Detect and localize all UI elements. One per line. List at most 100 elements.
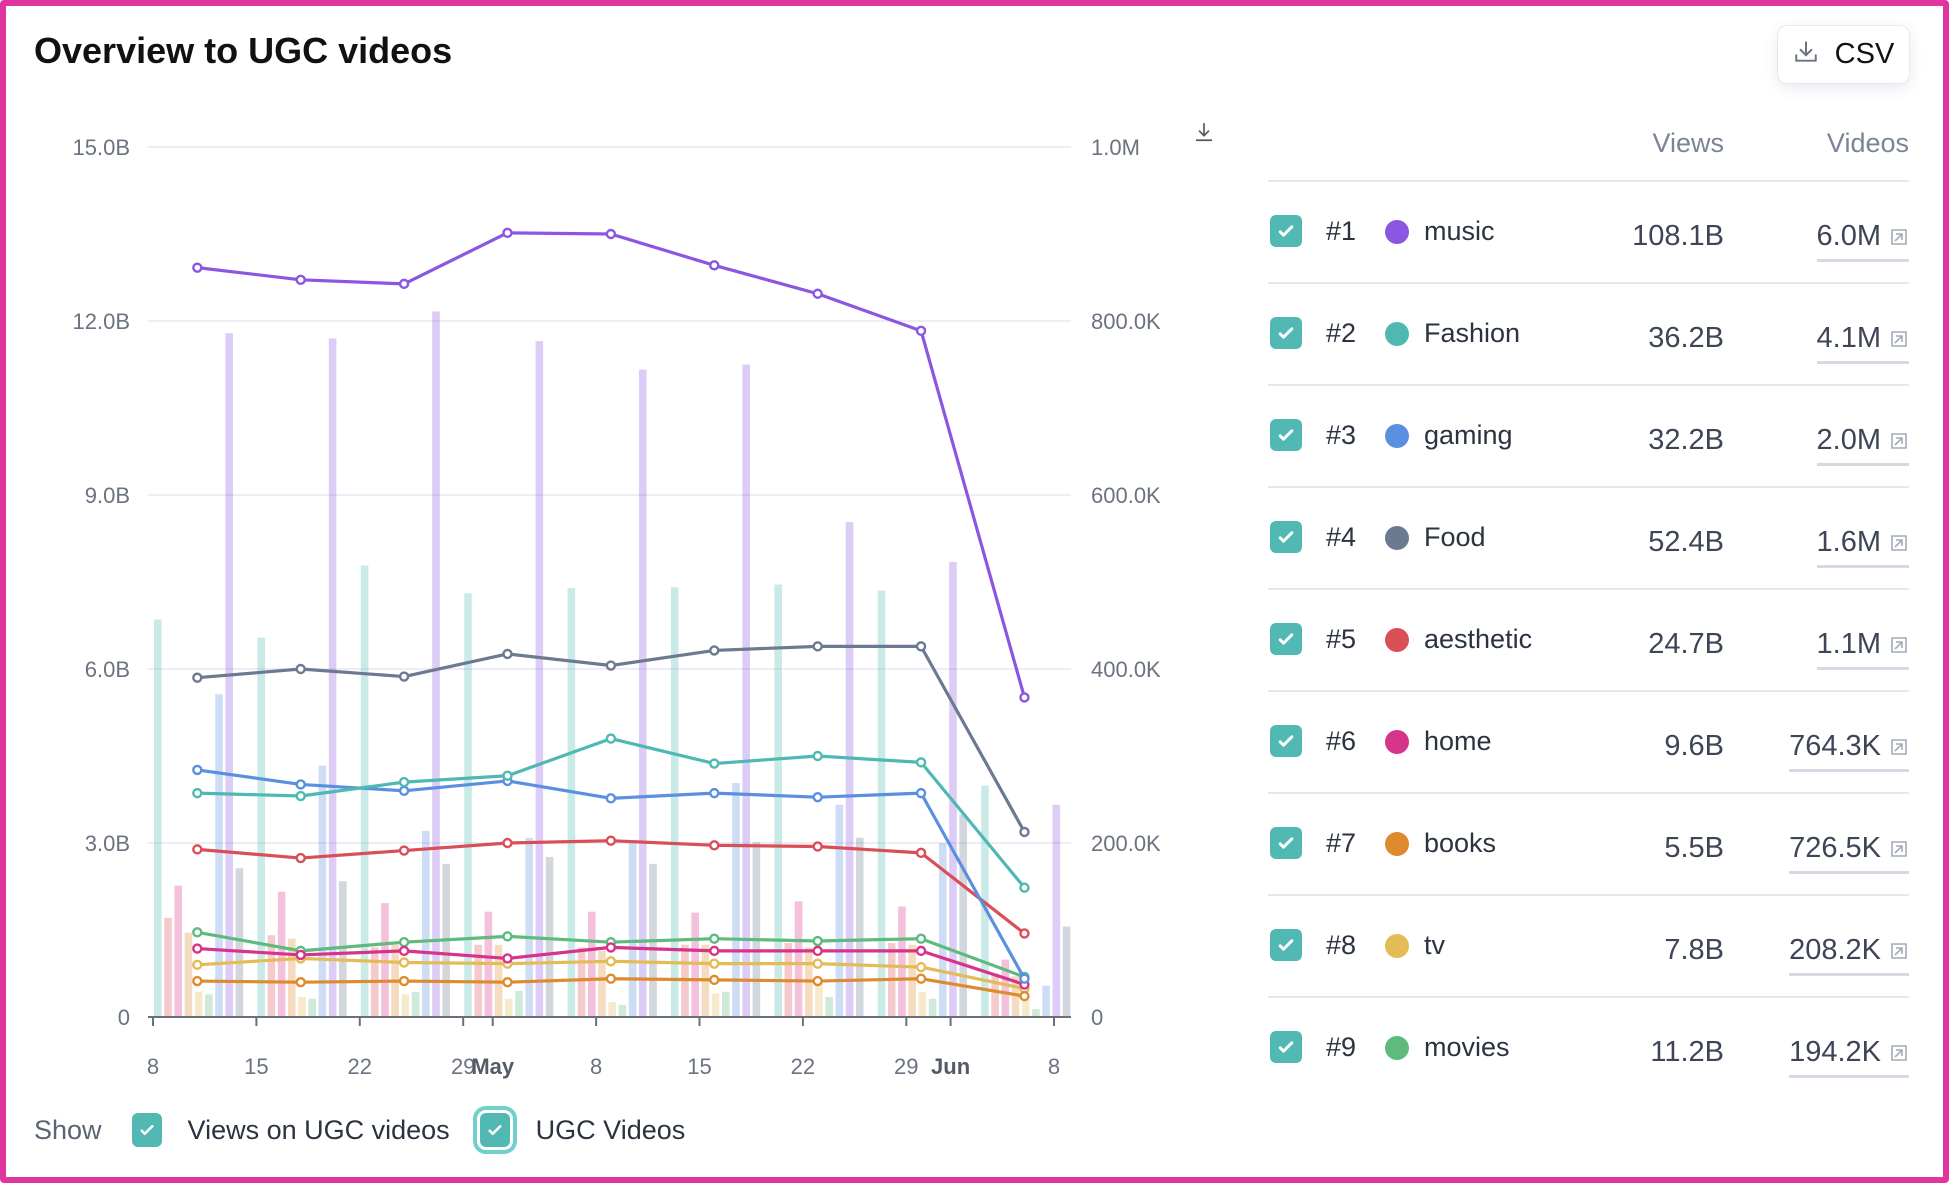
bar-tv bbox=[918, 991, 927, 1017]
check-icon bbox=[1278, 327, 1294, 339]
row-checkbox[interactable] bbox=[1270, 929, 1302, 961]
bar-aesthetic bbox=[577, 947, 586, 1017]
videos-link[interactable]: 194.2K bbox=[1789, 1036, 1909, 1078]
videos-value: 208.2K bbox=[1789, 934, 1881, 966]
chart-download-icon[interactable] bbox=[1193, 121, 1215, 148]
point-Food bbox=[398, 671, 410, 682]
views-value: 36.2B bbox=[1648, 322, 1724, 354]
toggle-videos[interactable]: UGC Videos bbox=[472, 1106, 685, 1154]
x-tick-label: 15 bbox=[687, 1054, 711, 1079]
videos-link[interactable]: 208.2K bbox=[1789, 934, 1909, 976]
row-checkbox[interactable] bbox=[1270, 317, 1302, 349]
bar-home bbox=[794, 901, 803, 1017]
bar-gaming bbox=[318, 765, 327, 1017]
bar-music bbox=[742, 364, 750, 1017]
series-color-dot bbox=[1385, 526, 1409, 550]
row-checkbox[interactable] bbox=[1270, 521, 1302, 553]
category-name: books bbox=[1424, 828, 1497, 858]
bar-gaming bbox=[732, 782, 740, 1017]
point-Fashion bbox=[295, 790, 306, 802]
category-name: movies bbox=[1424, 1032, 1510, 1062]
check-icon bbox=[488, 1124, 502, 1136]
point-gaming bbox=[1019, 973, 1030, 984]
bar-movies bbox=[825, 996, 833, 1017]
bar-music bbox=[535, 341, 544, 1017]
point-home bbox=[502, 953, 513, 964]
point-music bbox=[915, 325, 927, 337]
videos-value: 726.5K bbox=[1789, 832, 1881, 864]
bar-music bbox=[1052, 804, 1061, 1017]
point-books bbox=[295, 977, 306, 988]
x-tick-label: 15 bbox=[244, 1054, 268, 1079]
views-value: 24.7B bbox=[1648, 628, 1724, 660]
videos-value: 2.0M bbox=[1816, 424, 1881, 456]
bar-Food bbox=[959, 814, 967, 1017]
check-icon bbox=[1278, 225, 1294, 237]
point-gaming bbox=[398, 785, 410, 796]
videos-link[interactable]: 726.5K bbox=[1789, 832, 1909, 874]
row-checkbox[interactable] bbox=[1270, 725, 1302, 757]
external-link-icon bbox=[1891, 636, 1907, 653]
videos-link[interactable]: 1.1M bbox=[1816, 628, 1909, 670]
point-Fashion bbox=[915, 757, 927, 768]
check-icon bbox=[1278, 1041, 1294, 1053]
rank: #5 bbox=[1326, 624, 1357, 654]
row-checkbox[interactable] bbox=[1270, 623, 1302, 655]
page-title: Overview to UGC videos bbox=[34, 30, 453, 71]
videos-checkbox[interactable] bbox=[472, 1106, 517, 1154]
bar-Fashion bbox=[464, 593, 472, 1017]
row-checkbox[interactable] bbox=[1270, 827, 1302, 859]
videos-link[interactable]: 6.0M bbox=[1816, 220, 1909, 262]
views-value: 9.6B bbox=[1664, 730, 1724, 762]
y-right-tick-label: 1.0M bbox=[1091, 135, 1140, 160]
row-checkbox[interactable] bbox=[1270, 1031, 1302, 1063]
videos-value: 6.0M bbox=[1816, 220, 1881, 252]
external-link-icon bbox=[1891, 228, 1907, 245]
point-aesthetic bbox=[502, 837, 513, 849]
bar-aesthetic bbox=[164, 917, 172, 1017]
table-row: #2 Fashion 36.2B 4.1M bbox=[1268, 284, 1909, 386]
videos-link[interactable]: 764.3K bbox=[1789, 730, 1909, 772]
point-music bbox=[398, 278, 410, 290]
bar-gaming bbox=[835, 804, 844, 1017]
point-aesthetic bbox=[192, 844, 203, 855]
row-checkbox[interactable] bbox=[1270, 419, 1302, 451]
bar-gaming bbox=[215, 694, 223, 1017]
videos-link[interactable]: 2.0M bbox=[1816, 424, 1909, 466]
category-name: Food bbox=[1424, 522, 1486, 552]
y-right-tick-label: 800.0K bbox=[1091, 309, 1161, 334]
line-music bbox=[197, 231, 1026, 698]
point-Fashion bbox=[398, 776, 410, 788]
csv-download-button[interactable]: CSV bbox=[1777, 25, 1910, 84]
bar-tv bbox=[608, 1002, 616, 1017]
table-row: #1 music 108.1B 6.0M bbox=[1268, 182, 1909, 284]
point-Food bbox=[502, 648, 513, 660]
videos-link[interactable]: 1.6M bbox=[1816, 526, 1909, 568]
point-home bbox=[192, 943, 203, 954]
views-checkbox[interactable] bbox=[131, 1113, 162, 1147]
check-icon bbox=[1278, 429, 1294, 441]
point-gaming bbox=[812, 791, 823, 803]
row-checkbox[interactable] bbox=[1270, 215, 1302, 247]
point-Food bbox=[605, 660, 617, 671]
views-value: 108.1B bbox=[1632, 220, 1724, 252]
rank: #7 bbox=[1326, 828, 1357, 858]
category-name: gaming bbox=[1424, 420, 1513, 450]
views-header: Views bbox=[1652, 128, 1724, 158]
rank: #9 bbox=[1326, 1032, 1357, 1062]
bar-Food bbox=[338, 881, 347, 1017]
videos-link[interactable]: 4.1M bbox=[1816, 322, 1909, 364]
check-icon bbox=[1278, 939, 1294, 951]
y-left-tick-label: 6.0B bbox=[85, 657, 130, 682]
category-name: music bbox=[1424, 216, 1495, 246]
x-tick-label: 8 bbox=[1048, 1054, 1060, 1079]
point-music bbox=[605, 228, 617, 240]
check-icon bbox=[1278, 735, 1294, 747]
bar-home bbox=[587, 911, 596, 1017]
point-Fashion bbox=[1019, 882, 1030, 893]
point-books bbox=[192, 975, 203, 987]
bar-Fashion bbox=[257, 637, 265, 1017]
bar-Fashion bbox=[360, 565, 369, 1017]
toggle-views[interactable]: Views on UGC videos bbox=[131, 1113, 450, 1147]
